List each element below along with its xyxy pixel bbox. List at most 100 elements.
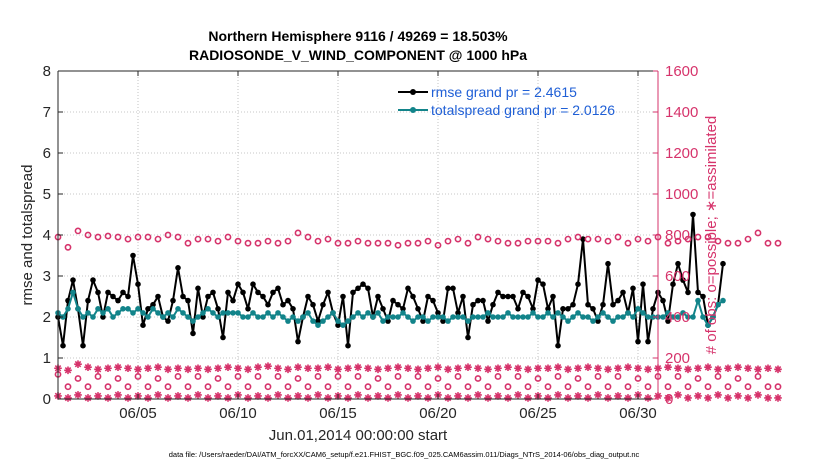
data-point bbox=[445, 318, 451, 324]
obs-assimilated-marker bbox=[284, 365, 292, 374]
obs-possible-marker bbox=[354, 237, 362, 245]
obs-possible-marker bbox=[474, 375, 482, 382]
data-point bbox=[305, 310, 311, 316]
obs-possible-marker bbox=[324, 235, 332, 243]
data-point bbox=[195, 285, 201, 292]
data-point bbox=[305, 293, 311, 300]
obs-assimilated-marker bbox=[744, 394, 752, 402]
data-point bbox=[140, 310, 146, 316]
y-tick-label: 6 bbox=[43, 145, 51, 162]
axes: 0 1 2 3 4 5 6 7 8 0 200 400 600 800 1000 1200 1400 1600 06… bbox=[43, 63, 699, 422]
obs-assimilated-marker bbox=[774, 365, 782, 374]
data-point bbox=[200, 314, 206, 320]
data-point bbox=[465, 334, 471, 341]
data-point bbox=[490, 301, 496, 308]
obs-possible-marker bbox=[254, 373, 262, 380]
data-point bbox=[285, 297, 291, 304]
data-point bbox=[495, 289, 501, 296]
obs-assimilated-marker bbox=[574, 392, 582, 400]
data-point bbox=[385, 314, 391, 320]
data-point bbox=[260, 293, 266, 300]
obs-possible-marker bbox=[164, 231, 172, 239]
obs-assimilated-marker bbox=[134, 365, 142, 374]
obs-possible-marker bbox=[464, 383, 472, 391]
data-point bbox=[640, 281, 646, 288]
data-point bbox=[610, 318, 616, 324]
obs-possible-marker bbox=[724, 239, 732, 247]
obs-assimilated-marker bbox=[744, 364, 752, 373]
obs-assimilated-marker bbox=[644, 394, 652, 402]
obs-assimilated-marker bbox=[394, 363, 402, 372]
data-point bbox=[560, 314, 566, 320]
data-point bbox=[660, 297, 666, 304]
data-point bbox=[195, 314, 201, 320]
obs-possible-marker bbox=[764, 383, 772, 391]
obs-assimilated-marker bbox=[84, 363, 92, 372]
data-point bbox=[475, 297, 481, 304]
data-point bbox=[80, 314, 86, 320]
data-point bbox=[415, 314, 421, 320]
obs-assimilated-marker bbox=[124, 364, 132, 373]
data-point bbox=[605, 260, 611, 267]
data-point bbox=[75, 306, 81, 312]
data-point bbox=[130, 310, 136, 316]
obs-possible-marker bbox=[444, 383, 452, 391]
data-point bbox=[240, 314, 246, 320]
data-point bbox=[425, 318, 431, 324]
obs-assimilated-marker bbox=[64, 394, 72, 402]
obs-possible-marker bbox=[94, 373, 102, 380]
data-point bbox=[140, 322, 146, 329]
obs-possible-marker bbox=[334, 373, 342, 380]
data-point bbox=[435, 310, 441, 316]
obs-assimilated-marker bbox=[194, 364, 202, 373]
obs-possible-marker bbox=[444, 237, 452, 245]
y-tick-label: 4 bbox=[43, 227, 51, 244]
obs-assimilated-marker bbox=[754, 391, 762, 399]
obs-possible-marker bbox=[594, 235, 602, 243]
data-point bbox=[685, 314, 691, 320]
obs-assimilated-marker bbox=[104, 364, 112, 373]
obs-assimilated-marker bbox=[124, 394, 132, 402]
data-point bbox=[530, 310, 536, 316]
data-point bbox=[365, 310, 371, 316]
obs-possible-marker bbox=[174, 233, 182, 241]
obs-possible-marker bbox=[604, 237, 612, 245]
data-point bbox=[380, 318, 386, 324]
series-4 bbox=[54, 360, 782, 375]
obs-assimilated-marker bbox=[214, 364, 222, 373]
x-tick-label: 06/05 bbox=[119, 405, 157, 422]
data-point bbox=[375, 310, 381, 316]
obs-possible-marker bbox=[334, 239, 342, 247]
data-point bbox=[180, 293, 186, 300]
obs-assimilated-marker bbox=[144, 394, 152, 402]
data-point bbox=[105, 306, 111, 312]
obs-possible-marker bbox=[634, 375, 642, 382]
obs-possible-marker bbox=[454, 235, 462, 243]
obs-possible-marker bbox=[614, 373, 622, 380]
obs-possible-marker bbox=[214, 375, 222, 382]
obs-assimilated-marker bbox=[504, 394, 512, 402]
data-point bbox=[210, 310, 216, 316]
data-point bbox=[420, 318, 426, 324]
data-point bbox=[275, 310, 281, 316]
obs-possible-marker bbox=[364, 383, 372, 391]
data-point bbox=[125, 293, 131, 300]
data-point bbox=[220, 334, 226, 341]
data-point bbox=[215, 306, 221, 312]
data-point bbox=[720, 297, 726, 304]
data-point bbox=[295, 318, 301, 324]
obs-possible-marker bbox=[224, 233, 232, 241]
data-point bbox=[675, 314, 681, 320]
obs-assimilated-marker bbox=[584, 363, 592, 372]
obs-assimilated-marker bbox=[64, 366, 72, 375]
obs-assimilated-marker bbox=[694, 364, 702, 373]
data-point bbox=[695, 297, 701, 304]
obs-possible-marker bbox=[264, 383, 272, 391]
obs-assimilated-marker bbox=[674, 391, 682, 399]
x-tick-label: 06/25 bbox=[519, 405, 557, 422]
data-point bbox=[600, 301, 606, 308]
obs-assimilated-marker bbox=[94, 392, 102, 400]
data-point bbox=[710, 314, 716, 320]
data-point bbox=[90, 314, 96, 320]
obs-possible-marker bbox=[554, 373, 562, 380]
